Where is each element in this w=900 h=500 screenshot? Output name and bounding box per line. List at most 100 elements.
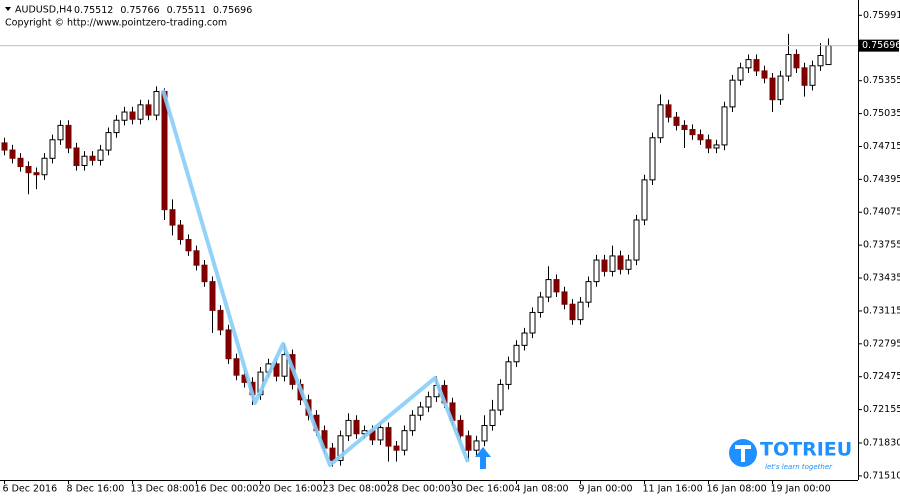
candle-body (385, 427, 392, 447)
candle-body (553, 279, 560, 293)
candle-body (505, 361, 512, 385)
candle-body (97, 149, 104, 161)
y-tick-label: 0.71510 (863, 470, 900, 481)
candle-body (537, 296, 544, 313)
candle-body (89, 155, 96, 161)
candle-body (745, 59, 752, 69)
candle-body (545, 279, 552, 298)
y-tick-label: 0.75991 (863, 10, 900, 21)
candle-body (521, 332, 528, 346)
logo-tagline: let's learn together (765, 463, 833, 471)
candle-body (489, 409, 496, 427)
candle-body (761, 70, 768, 79)
candle-body (9, 149, 16, 159)
candle-body (145, 104, 152, 116)
symbol: AUDUSD,H4 (15, 5, 72, 16)
candle-body (673, 116, 680, 126)
current-price-box (859, 39, 899, 52)
candle-body (281, 354, 288, 377)
x-tick-label: 16 Jan 08:00 (707, 484, 767, 495)
candle-body (513, 344, 520, 363)
x-tick-label: 4 Jan 08:00 (515, 484, 569, 495)
ohlc-values: 0.75512 0.75766 0.75511 0.75696 (74, 5, 252, 16)
candle-body (209, 281, 216, 311)
x-tick-label: 23 Dec 08:00 (323, 484, 387, 495)
candle-body (697, 134, 704, 141)
y-tick-label: 0.72795 (863, 338, 900, 349)
candle-body (425, 396, 432, 408)
candle-body (65, 124, 72, 149)
candle-body (713, 144, 720, 149)
candle-body (81, 155, 88, 166)
zigzag-drawing (161, 89, 470, 467)
y-tick-label: 0.73435 (863, 273, 900, 284)
candle-body (609, 255, 616, 272)
candle-body (329, 447, 336, 461)
candle-body (409, 414, 416, 432)
x-tick-label: 8 Dec 16:00 (67, 484, 125, 495)
candle-body (225, 329, 232, 360)
candle-body (769, 77, 776, 101)
candle-body (337, 435, 344, 461)
y-tick-label: 0.74395 (863, 174, 900, 185)
candle-body (465, 435, 472, 451)
y-tick-label: 0.73755 (863, 240, 900, 251)
candle-body (417, 406, 424, 416)
candle-body (1, 142, 8, 151)
x-tick-label: 20 Dec 16:00 (259, 484, 323, 495)
candle-body (777, 75, 784, 101)
candle-body (817, 55, 824, 67)
candle-body (649, 137, 656, 181)
candle-body (641, 179, 648, 221)
high-value: 0.75766 (120, 5, 159, 16)
candle-body (529, 311, 536, 334)
x-tick-label: 9 Jan 00:00 (579, 484, 633, 495)
x-tick-label: 19 Jan 00:00 (771, 484, 831, 495)
candle-body (201, 264, 208, 283)
candle-body (41, 157, 48, 176)
candle-body (617, 255, 624, 270)
candle-body (25, 166, 32, 174)
candle-body (729, 79, 736, 108)
low-value: 0.75511 (167, 5, 206, 16)
y-tick-label: 0.72155 (863, 404, 900, 415)
candle-body (809, 65, 816, 86)
candle-body (105, 132, 112, 151)
candle-body (801, 67, 808, 86)
candles (1, 33, 832, 467)
candle-body (177, 224, 184, 240)
candle-body (593, 259, 600, 283)
candle-body (273, 363, 280, 377)
candle-body (49, 139, 56, 159)
candle-body (169, 209, 176, 226)
x-tick-label: 13 Dec 08:00 (131, 484, 195, 495)
y-tick-label: 0.74075 (863, 207, 900, 218)
candle-body (793, 53, 800, 69)
candle-body (345, 419, 352, 437)
watermark-logo: TOTRIEU let's learn together (729, 439, 852, 471)
x-tick-label: 6 Dec 2016 (3, 484, 58, 495)
x-tick-label: 11 Jan 16:00 (643, 484, 703, 495)
candle-body (721, 106, 728, 146)
candle-body (185, 238, 192, 252)
candle-body (193, 250, 200, 266)
candle-body (569, 303, 576, 321)
logo-title: TOTRIEU (760, 439, 852, 461)
candle-body (577, 301, 584, 321)
candle-body (825, 45, 832, 66)
candle-body (121, 111, 128, 121)
candle-body (73, 147, 80, 166)
x-tick-label: 28 Dec 00:00 (387, 484, 451, 495)
y-tick-label: 0.71830 (863, 437, 900, 448)
copyright: Copyright © http://www.pointzero-trading… (5, 18, 227, 29)
candle-body (137, 104, 144, 120)
candle-body (657, 104, 664, 139)
candle-body (17, 157, 24, 168)
dropdown-icon (5, 7, 11, 11)
candle-body (233, 358, 240, 376)
candle-body (585, 281, 592, 303)
candle-body (353, 419, 360, 435)
candle-body (561, 291, 568, 305)
candle-body (497, 383, 504, 411)
candle-body (153, 90, 160, 116)
